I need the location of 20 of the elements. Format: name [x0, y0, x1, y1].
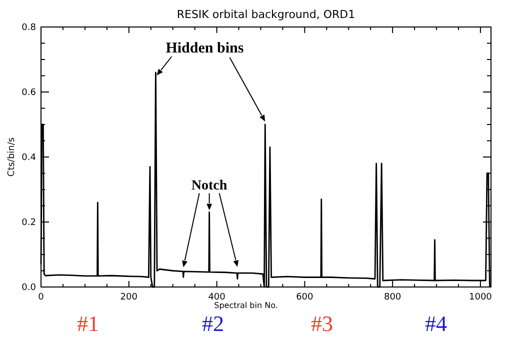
y-tick-label: 0.2 — [22, 218, 36, 228]
text: #1 — [77, 311, 99, 336]
annotation: Notch — [191, 178, 228, 194]
chart-title: RESIK orbital background, ORD1 — [176, 8, 356, 21]
x-tick-label: 1000 — [469, 292, 492, 302]
x-tick-label: 0 — [38, 292, 44, 302]
text: #2 — [202, 311, 224, 336]
y-axis-title: Cts/bin/s — [7, 137, 17, 177]
text: #3 — [311, 311, 333, 336]
x-tick-label: 600 — [296, 292, 314, 302]
x-tick-label: 200 — [120, 292, 138, 302]
y-tick-label: 0.8 — [22, 22, 36, 33]
y-tick-label: 0.0 — [22, 282, 36, 293]
y-tick-label: 0.6 — [22, 88, 36, 98]
y-tick-label: 0.4 — [22, 152, 36, 163]
x-axis-title: Spectral bin No. — [214, 301, 278, 310]
x-tick-label: 800 — [384, 292, 402, 302]
x-tick-label: 400 — [208, 292, 226, 302]
annotation: Hidden bins — [166, 40, 244, 56]
text: #4 — [425, 311, 447, 336]
